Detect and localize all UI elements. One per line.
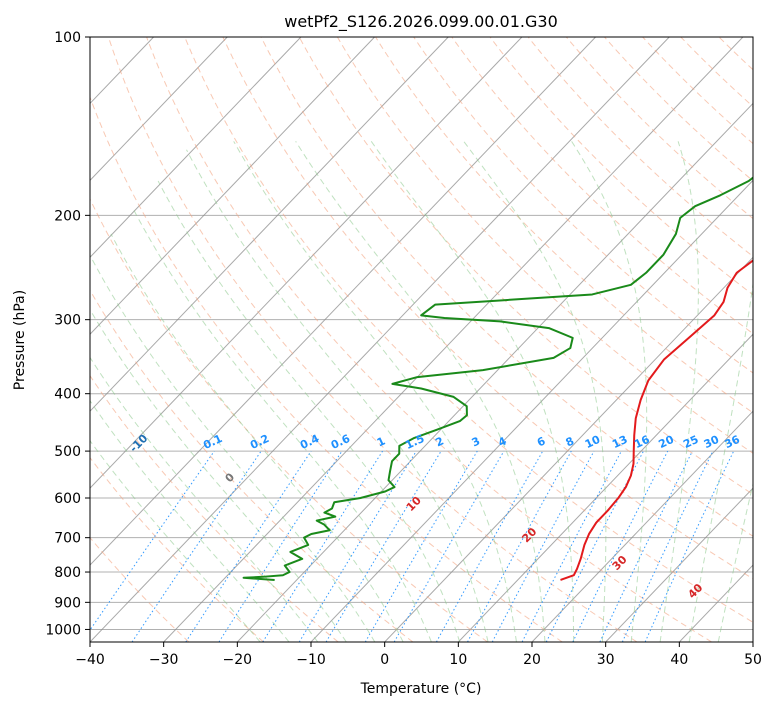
x-tick-label: 20: [523, 652, 541, 668]
y-tick-label: 1000: [45, 622, 81, 638]
isotherm-line: [236, 102, 753, 642]
x-tick-label: 40: [670, 652, 688, 668]
mixing-ratio-line: [185, 450, 312, 642]
moist-adiabat-line: [90, 308, 347, 642]
mixing-ratio-line: [467, 450, 572, 642]
dry-adiabat-line: [90, 374, 339, 642]
dry-adiabat-line: [90, 456, 264, 642]
mixing-ratio-line: [491, 450, 595, 642]
mixing-ratio-label: 30: [702, 433, 722, 451]
isotherm-line: [605, 487, 753, 642]
y-tick-label: 900: [54, 595, 81, 611]
mixing-ratio-line: [298, 450, 417, 642]
y-tick-label: 500: [54, 444, 81, 460]
mixing-ratio-line: [90, 450, 215, 631]
plot-frame: [89, 36, 754, 643]
y-tick-label: 200: [54, 208, 81, 224]
profile-lines: [242, 176, 753, 581]
dry-adiabat-line: [336, 37, 753, 454]
mixing-ratio-line: [435, 450, 544, 642]
isotherm-line: [384, 256, 753, 642]
chart-title: wetPf2_S126.2026.099.00.01.G30: [284, 12, 558, 32]
moist-adiabat-line: [132, 208, 432, 642]
dry-adiabat-line: [146, 37, 712, 642]
dry-adiabat-line: [90, 95, 563, 642]
moist-adiabat-line: [659, 141, 699, 642]
dry-adiabat-line: [451, 37, 753, 335]
dry-adiabat-line: [90, 289, 414, 642]
isotherm-line: [90, 37, 375, 335]
moist-adiabat-line: [370, 141, 575, 642]
moist-adiabat-line: [90, 254, 376, 642]
moist-adiabat-line: [717, 481, 753, 642]
dry-adiabat-line: [604, 37, 753, 182]
isotherm-line: [90, 37, 302, 259]
x-tick-label: −10: [296, 652, 326, 668]
dry-adiabat-line: [184, 37, 753, 623]
y-tick-label: 800: [54, 565, 81, 581]
mixing-ratio-label: 16: [632, 433, 652, 451]
isotherm-line: [457, 333, 753, 642]
isotherm-line: [531, 410, 753, 642]
axes: −40 −30 −20 −10 0 10 20 30 40 50 100 200 300 400 500 60…: [45, 30, 762, 668]
y-tick-label: 100: [54, 30, 81, 46]
dry-adiabat-line: [413, 37, 753, 374]
isotherm-line: [163, 37, 744, 642]
dry-adiabat-line: [565, 37, 753, 220]
isotherm-line: [90, 37, 596, 566]
isotherm-line: [90, 37, 670, 642]
moist-adiabat-line: [688, 280, 753, 642]
x-tick-label: 0: [380, 652, 389, 668]
temperature-line: [560, 259, 753, 581]
mixing-ratio-label: 13: [610, 433, 629, 451]
dry-adiabat-line: [298, 37, 753, 495]
dry-adiabat-line: [375, 37, 753, 414]
y-tick-label: 300: [54, 313, 81, 329]
mixing-ratio-label: 36: [723, 433, 743, 451]
moist-adiabat-line: [463, 141, 607, 642]
moist-adiabat-line: [186, 149, 489, 642]
x-tick-label: 30: [597, 652, 615, 668]
mixing-ratio-label: 25: [681, 433, 700, 451]
mixing-ratio-label: 20: [657, 433, 677, 451]
mixing-ratio-line: [131, 450, 262, 642]
isotherm-line: [90, 37, 523, 489]
mixing-ratio-line: [325, 450, 442, 642]
x-tick-label: −30: [149, 652, 179, 668]
y-tick-label: 600: [54, 491, 81, 507]
dewpoint-line: [242, 176, 753, 581]
moist-adiabat-line: [157, 180, 461, 642]
pressure-gridlines: [90, 37, 753, 630]
x-tick-label: −40: [75, 652, 105, 668]
dry-adiabat-line: [107, 37, 638, 642]
dry-adiabat-lines: [90, 37, 753, 642]
plot-layer: 0.10.20.40.611.52346810131620253036-100-…: [90, 37, 753, 642]
moist-adiabat-line: [90, 439, 261, 642]
mixing-ratio-line: [572, 450, 669, 642]
mixing-ratio-line: [218, 450, 343, 642]
y-tick-label: 700: [54, 531, 81, 547]
x-tick-label: 50: [744, 652, 762, 668]
dry-adiabat-line: [90, 197, 488, 642]
dry-adiabat-line: [260, 37, 753, 537]
moist-adiabat-line: [90, 399, 290, 642]
moist-adiabat-line: [233, 141, 517, 642]
x-tick-label: 10: [449, 652, 467, 668]
mixing-ratio-label: 10: [583, 433, 603, 451]
x-tick-label: −20: [223, 652, 253, 668]
x-axis-title: Temperature (°C): [360, 681, 482, 697]
isotherm-line: [90, 37, 449, 412]
dry-adiabat-line: [222, 37, 753, 580]
y-axis-title: Pressure (hPa): [12, 290, 28, 390]
moist-adiabat-line: [110, 233, 404, 642]
y-tick-label: 400: [54, 387, 81, 403]
moist-adiabat-line: [90, 356, 319, 642]
isotherm-line: [90, 37, 228, 182]
